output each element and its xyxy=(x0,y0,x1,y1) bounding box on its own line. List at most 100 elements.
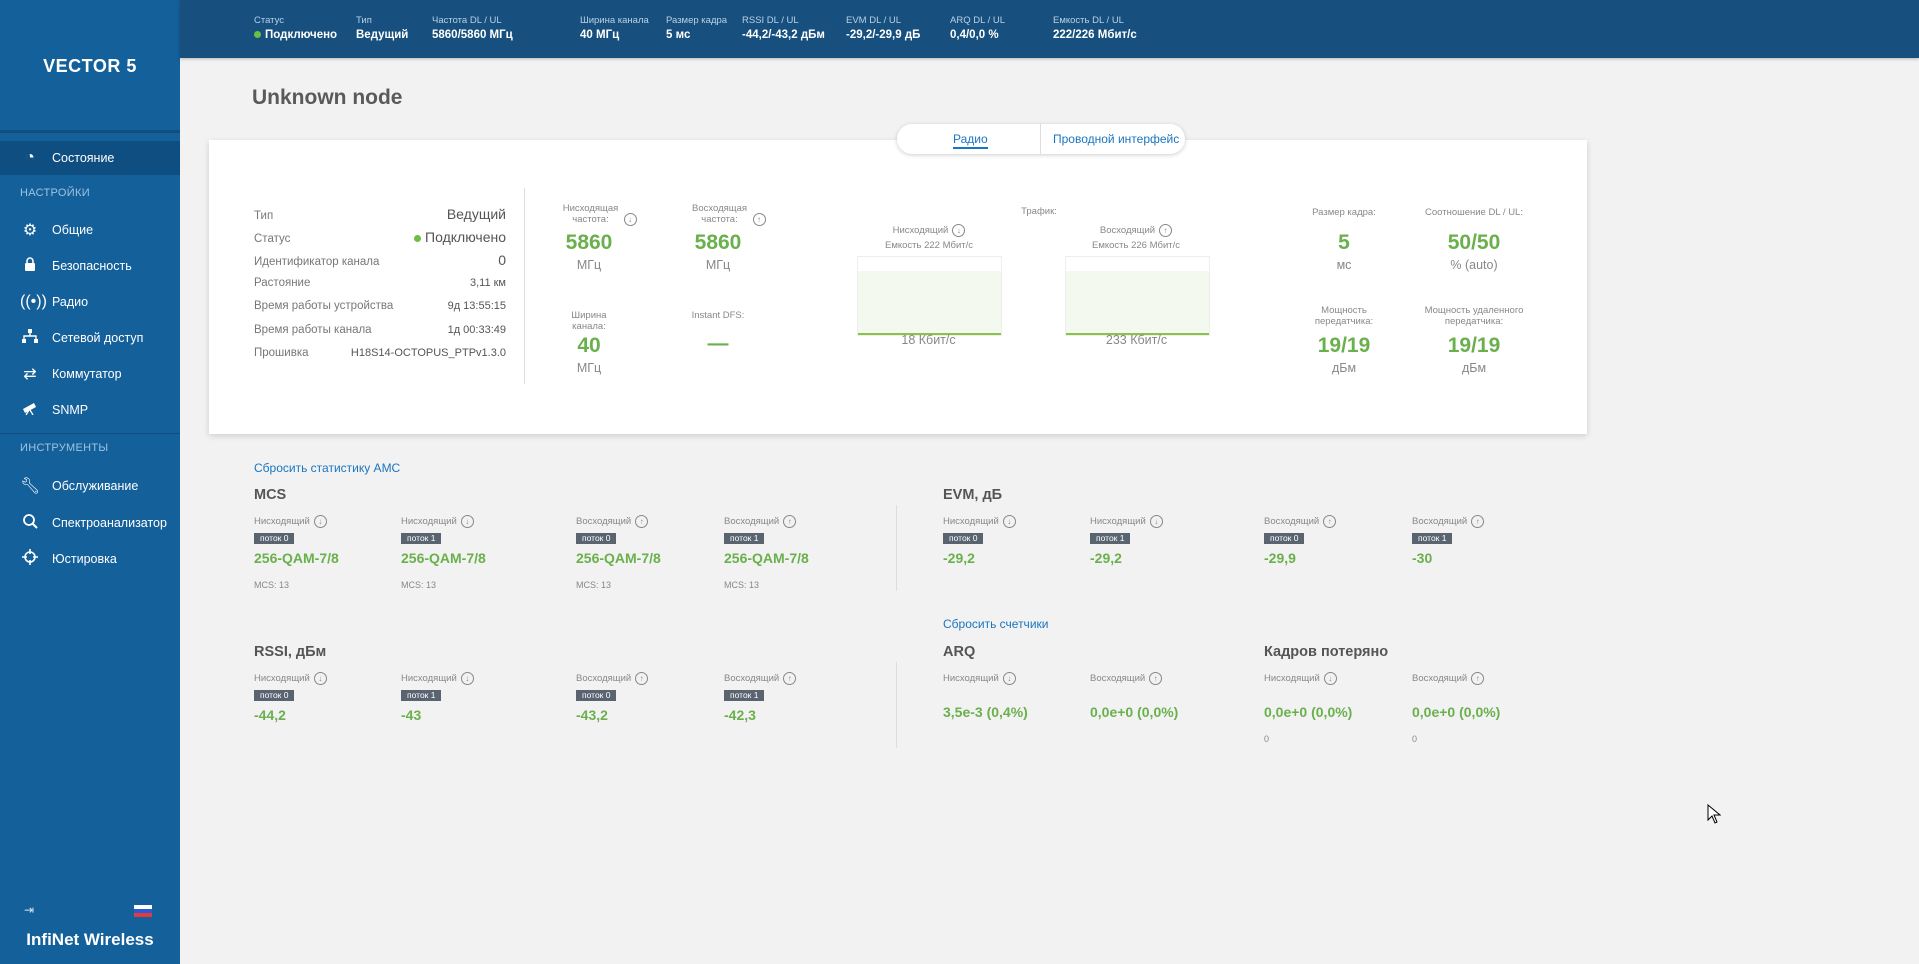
traffic-dl-chart xyxy=(857,256,1002,336)
ul-freq-label: Восходящая частота: ↑ xyxy=(683,203,773,226)
topbar-capacity-label: Емкость DL / UL xyxy=(1053,15,1124,26)
arrow-up-icon: ↑ xyxy=(783,515,797,528)
info-label: Тип xyxy=(254,210,274,222)
width-value: 40 xyxy=(577,334,601,357)
topbar-freq-label: Частота DL / UL xyxy=(432,15,502,26)
rssi-title: RSSI, дБм xyxy=(254,644,327,660)
cell-direction: Нисходящий xyxy=(254,516,310,528)
rssi-cell: Восходящий ↑ поток 1 -42,3 xyxy=(724,672,864,723)
wrench-icon: 🔧︎ xyxy=(20,478,41,495)
stream-badge: поток 1 xyxy=(401,690,442,701)
arrow-up-icon: ↑ xyxy=(1471,672,1485,685)
sidebar-divider xyxy=(0,130,180,133)
arrow-up-icon: ↑ xyxy=(1159,224,1173,237)
sidebar-item-maintenance[interactable]: 🔧︎ Обслуживание xyxy=(0,469,180,503)
info-row-distance: Растояние 3,11 км xyxy=(254,277,506,289)
cell-direction: Восходящий xyxy=(576,516,632,528)
telescope-icon xyxy=(20,401,40,420)
cell-sub: MCS: 13 xyxy=(254,580,290,590)
rssi-cell: Нисходящий ↓ поток 0 -44,2 xyxy=(254,672,394,723)
tx-power-unit: дБм xyxy=(1331,361,1357,375)
cell-value: 256-QAM-7/8 xyxy=(254,550,339,566)
ratio-unit: % (auto) xyxy=(1450,258,1498,272)
info-row-channel-id: Идентификатор канала 0 xyxy=(254,252,506,268)
reset-amc-link[interactable]: Сбросить статистику AMC xyxy=(254,461,401,475)
cell-direction: Восходящий xyxy=(576,673,632,685)
tx-power-label: Мощность передатчика: xyxy=(1314,305,1374,327)
stream-badge: поток 0 xyxy=(576,533,617,544)
evm-cell: Нисходящий ↓ поток 0 -29,2 xyxy=(943,515,1083,566)
sidebar-item-spectrum[interactable]: Спектроанализатор xyxy=(0,506,180,540)
remote-power-label: Мощность удаленного передатчика: xyxy=(1424,305,1524,327)
cell-value: 256-QAM-7/8 xyxy=(576,550,661,566)
sidebar-item-status[interactable]: ◔ Состояние xyxy=(0,141,180,175)
dl-freq-label-text: Нисходящая частота: xyxy=(562,203,619,225)
stream-badge: поток 1 xyxy=(1412,533,1453,544)
traffic-ul-label: Восходящий ↑ xyxy=(1081,224,1191,237)
info-row-link-uptime: Время работы канала 1д 00:33:49 xyxy=(254,324,506,336)
stream-badge: поток 0 xyxy=(943,533,984,544)
topbar-frame: Размер кадра 5 мс xyxy=(666,15,727,41)
evm-cell: Восходящий ↑ поток 0 -29,9 xyxy=(1264,515,1404,566)
topbar-status-label: Статус xyxy=(254,15,285,26)
sidebar-item-radio[interactable]: ((•)) Радио xyxy=(0,285,180,319)
rssi-cell: Восходящий ↑ поток 0 -43,2 xyxy=(576,672,716,723)
topbar-width-value: 40 МГц xyxy=(580,29,620,41)
rssi-cell: Нисходящий ↓ поток 1 -43 xyxy=(401,672,541,723)
info-label: Растояние xyxy=(254,277,311,289)
arrow-down-icon: ↓ xyxy=(460,672,474,685)
cell-sub: MCS: 13 xyxy=(401,580,437,590)
topbar-freq-value: 5860/5860 МГц xyxy=(432,29,513,41)
traffic-ul-chart xyxy=(1065,256,1210,336)
topbar-arq-label: ARQ DL / UL xyxy=(950,15,1006,26)
sidebar-item-snmp[interactable]: SNMP xyxy=(0,393,180,427)
sidebar-item-security[interactable]: Безопасность xyxy=(0,249,180,283)
sidebar-item-label: SNMP xyxy=(52,403,89,417)
cell-direction: Нисходящий xyxy=(943,673,999,685)
arq-cell: Восходящий ↑ 0,0e+0 (0,0%) xyxy=(1090,672,1230,720)
topbar-type-value: Ведущий xyxy=(356,29,409,41)
sidebar-item-general[interactable]: ⚙ Общие xyxy=(0,213,180,247)
cell-value: -29,2 xyxy=(1090,550,1122,566)
arrow-down-icon: ↓ xyxy=(313,515,327,528)
arq-cell: Нисходящий ↓ 3,5e-3 (0,4%) xyxy=(943,672,1083,720)
traffic-ul-capacity: Емкость 226 Мбит/с xyxy=(1092,240,1180,251)
topbar-type: Тип Ведущий xyxy=(356,15,408,41)
cell-direction: Восходящий xyxy=(724,516,780,528)
topbar-rssi-value: -44,2/-43,2 дБм xyxy=(742,29,825,41)
stream-badge: поток 1 xyxy=(401,533,442,544)
logout-icon[interactable]: ⇥ xyxy=(24,903,35,917)
cell-direction: Нисходящий xyxy=(1264,673,1320,685)
cell-value: 256-QAM-7/8 xyxy=(724,550,809,566)
ul-freq-value: 5860 xyxy=(694,231,742,254)
width-label: Ширина канала: xyxy=(571,310,607,332)
section-divider xyxy=(896,662,897,748)
sidebar-item-alignment[interactable]: Юстировка xyxy=(0,542,180,576)
brand-name: InfiNet Wireless xyxy=(26,930,154,949)
info-label: Статус xyxy=(254,233,291,245)
remote-power-value: 19/19 xyxy=(1447,334,1501,357)
sidebar-item-label: Сетевой доступ xyxy=(52,331,144,345)
arrow-up-icon: ↑ xyxy=(635,515,649,528)
cell-sub: MCS: 13 xyxy=(724,580,760,590)
tx-power-value: 19/19 xyxy=(1317,334,1371,357)
sidebar-item-switch[interactable]: ⇄ Коммутатор xyxy=(0,357,180,391)
tab-wired-interface[interactable]: Проводной интерфейс xyxy=(1053,132,1180,146)
reset-counters-link[interactable]: Сбросить счетчики xyxy=(943,617,1049,631)
arrow-down-icon: ↓ xyxy=(1002,515,1016,528)
info-value: H18S14-OCTOPUS_PTPv1.3.0 xyxy=(350,347,506,359)
cell-value: 0,0e+0 (0,0%) xyxy=(1090,704,1179,720)
language-flag-icon[interactable] xyxy=(134,905,152,917)
ul-freq-unit: МГц xyxy=(705,258,731,272)
info-row-type: Тип Ведущий xyxy=(254,206,506,222)
remote-power-unit: дБм xyxy=(1461,361,1487,375)
mouse-cursor-icon xyxy=(1707,803,1722,829)
info-label: Идентификатор канала xyxy=(254,256,380,268)
tab-radio[interactable]: Радио xyxy=(953,124,988,154)
cell-direction: Нисходящий xyxy=(254,673,310,685)
sidebar-item-network-access[interactable]: Сетевой доступ xyxy=(0,321,180,355)
info-row-device-uptime: Время работы устройства 9д 13:55:15 xyxy=(254,300,506,312)
cell-direction: Нисходящий xyxy=(943,516,999,528)
stream-badge: поток 1 xyxy=(724,533,765,544)
dfs-value: — xyxy=(707,332,729,355)
